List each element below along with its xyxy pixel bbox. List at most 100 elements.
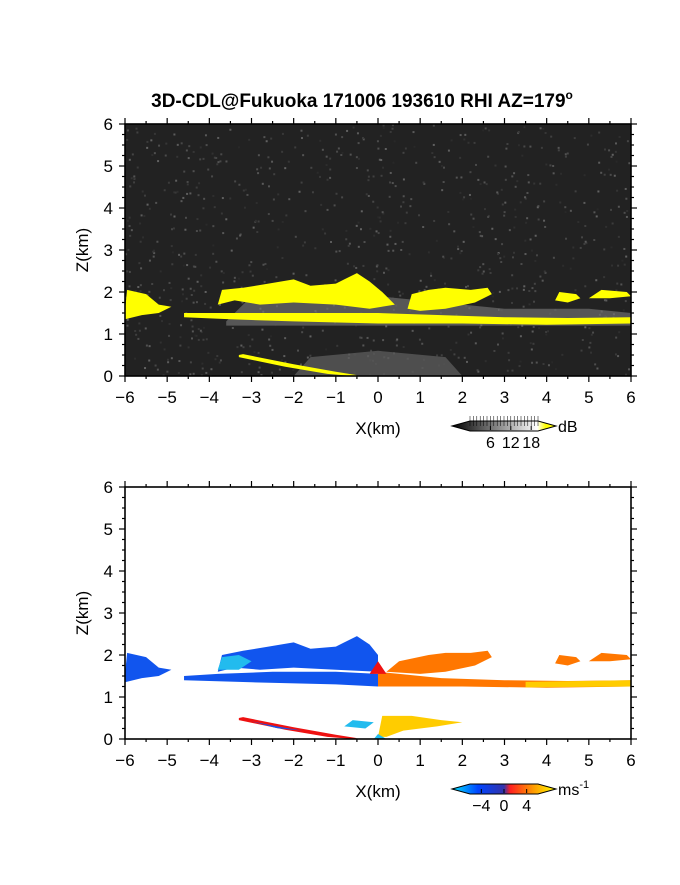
noise-speck <box>613 174 616 177</box>
noise-speck <box>277 193 280 196</box>
noise-speck <box>184 216 187 219</box>
noise-speck <box>464 133 467 136</box>
noise-speck <box>205 338 208 341</box>
noise-speck <box>487 216 490 219</box>
noise-speck <box>461 198 464 201</box>
intensity-colorbar-label: dB <box>558 419 578 436</box>
noise-speck <box>299 363 302 366</box>
noise-speck <box>178 360 181 363</box>
noise-speck <box>284 167 287 170</box>
noise-speck <box>264 262 267 265</box>
noise-speck <box>309 354 312 357</box>
noise-speck <box>134 357 137 360</box>
noise-speck <box>581 236 584 239</box>
noise-speck <box>148 290 151 293</box>
noise-speck <box>334 279 337 282</box>
noise-speck <box>222 272 225 275</box>
velocity-y-tick-label: 4 <box>104 562 113 581</box>
noise-speck <box>305 274 308 277</box>
velocity-y-tick-label: 2 <box>104 646 113 665</box>
noise-speck <box>379 220 382 223</box>
noise-speck <box>248 363 251 366</box>
noise-speck <box>366 169 369 172</box>
noise-speck <box>625 215 628 218</box>
noise-speck <box>183 252 186 255</box>
noise-speck <box>609 173 612 176</box>
noise-speck <box>579 246 582 249</box>
noise-speck <box>614 353 617 356</box>
noise-speck <box>463 196 466 199</box>
noise-speck <box>544 225 547 228</box>
noise-speck <box>197 194 200 197</box>
noise-speck <box>581 339 584 342</box>
noise-speck <box>523 126 526 129</box>
noise-speck <box>189 361 192 364</box>
noise-speck <box>321 329 324 332</box>
noise-speck <box>547 330 550 333</box>
noise-speck <box>185 297 188 300</box>
noise-speck <box>484 127 487 130</box>
noise-speck <box>268 185 271 188</box>
noise-speck <box>229 128 232 131</box>
noise-speck <box>623 263 626 266</box>
noise-speck <box>376 140 379 143</box>
noise-speck <box>615 289 618 292</box>
noise-speck <box>479 234 482 237</box>
noise-speck <box>187 346 190 349</box>
noise-speck <box>164 154 167 157</box>
noise-speck <box>329 157 332 160</box>
noise-speck <box>389 130 392 133</box>
noise-speck <box>380 159 383 162</box>
noise-speck <box>551 361 554 364</box>
intensity-field <box>125 124 631 376</box>
noise-speck <box>381 211 384 214</box>
velocity-x-tick-label: −3 <box>242 751 261 770</box>
negative-velocity-cell <box>184 671 378 687</box>
noise-speck <box>180 324 183 327</box>
noise-speck <box>138 262 141 265</box>
noise-speck <box>310 166 313 169</box>
noise-speck <box>449 348 452 351</box>
noise-speck <box>503 255 506 258</box>
noise-speck <box>623 211 626 214</box>
noise-speck <box>355 324 358 327</box>
noise-speck <box>378 158 381 161</box>
noise-speck <box>535 254 538 257</box>
noise-speck <box>345 238 348 241</box>
noise-speck <box>257 351 260 354</box>
noise-speck <box>335 192 338 195</box>
noise-speck <box>488 268 491 271</box>
velocity-y-tick-label: 0 <box>104 730 113 749</box>
noise-speck <box>463 138 466 141</box>
noise-speck <box>605 299 608 302</box>
noise-speck <box>372 175 375 178</box>
intensity-x-tick-label: 0 <box>373 388 382 407</box>
noise-speck <box>189 373 192 376</box>
noise-speck <box>209 266 212 269</box>
noise-speck <box>462 240 465 243</box>
noise-speck <box>526 191 529 194</box>
noise-speck <box>583 174 586 177</box>
noise-speck <box>596 367 599 370</box>
noise-speck <box>489 271 492 274</box>
intensity-x-tick-label: −6 <box>115 388 134 407</box>
noise-speck <box>529 145 532 148</box>
noise-speck <box>557 149 560 152</box>
noise-speck <box>511 369 514 372</box>
noise-speck <box>499 257 502 260</box>
noise-speck <box>527 181 530 184</box>
noise-speck <box>194 265 197 268</box>
noise-speck <box>276 246 279 249</box>
noise-speck <box>611 264 614 267</box>
velocity-colorbar-ticks: −4 0 4 <box>472 789 531 815</box>
noise-speck <box>405 211 408 214</box>
noise-speck <box>588 327 591 330</box>
noise-speck <box>221 197 224 200</box>
noise-speck <box>366 336 369 339</box>
noise-speck <box>526 217 529 220</box>
noise-speck <box>382 166 385 169</box>
noise-speck <box>129 185 132 188</box>
noise-speck <box>199 158 202 161</box>
noise-speck <box>511 287 514 290</box>
noise-speck <box>248 264 251 267</box>
